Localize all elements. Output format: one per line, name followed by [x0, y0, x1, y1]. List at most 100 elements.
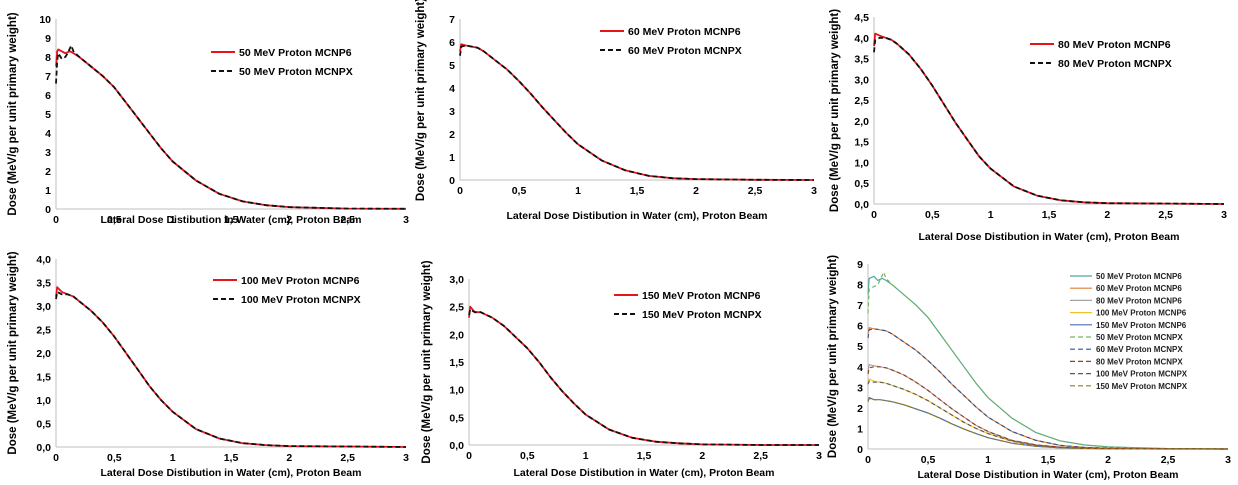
y-tick-label: 2,5 — [854, 95, 869, 107]
legend-label: 60 MeV Proton MCNPX — [1096, 345, 1183, 354]
x-tick-label: 0 — [871, 209, 877, 221]
x-tick-label: 1 — [170, 452, 176, 464]
y-axis-label: Dose (MeV/g per unit primary weight) — [829, 9, 841, 212]
y-axis-label: Dose (MeV/g per unit primary weight) — [7, 251, 19, 454]
y-tick-label: 6 — [857, 321, 863, 333]
x-axis-label: Lateral Dose Distibution in Water (cm), … — [918, 469, 1179, 481]
y-tick-label: 2 — [45, 166, 51, 178]
x-tick-label: 1 — [988, 209, 994, 221]
series-line — [459, 44, 815, 181]
y-tick-label: 2,0 — [854, 116, 869, 128]
y-tick-label: 0,0 — [854, 199, 869, 211]
x-tick-label: 3 — [403, 214, 409, 226]
y-tick-label: 2 — [449, 129, 455, 141]
y-tick-label: 2 — [857, 403, 863, 415]
x-tick-label: 2 — [1105, 454, 1111, 466]
x-tick-label: 1 — [170, 214, 176, 226]
y-tick-label: 4,0 — [854, 33, 869, 45]
y-tick-label: 0,5 — [854, 178, 869, 190]
y-tick-label: 6 — [45, 90, 51, 102]
y-axis-label: Dose (MeV/g per unit primary weight) — [421, 260, 433, 463]
y-tick-label: 8 — [45, 52, 51, 64]
x-axis-label: Lateral Dose Distibution in Water (cm), … — [101, 467, 362, 479]
x-tick-label: 1 — [583, 450, 589, 462]
x-axis-label: Lateral Dose Distibution in Water (cm), … — [507, 210, 768, 222]
y-tick-label: 4 — [449, 83, 455, 95]
x-axis-label: Lateral Dose Distibution in Water (cm), … — [919, 231, 1180, 243]
y-tick-label: 0,5 — [36, 419, 51, 431]
x-tick-label: 0 — [457, 185, 463, 197]
y-tick-label: 0,5 — [449, 412, 464, 424]
y-tick-label: 4,5 — [854, 12, 869, 24]
x-tick-label: 2,5 — [748, 185, 763, 197]
legend: 50 MeV Proton MCNP6 60 MeV Proton MCNP6 80… — [1070, 272, 1188, 391]
series-line — [55, 290, 407, 448]
y-tick-label: 1,0 — [854, 157, 869, 169]
y-axis-label: Dose (MeV/g per unit primary weight) — [7, 12, 19, 215]
x-tick-label: 2 — [1104, 209, 1110, 221]
x-tick-label: 2,5 — [340, 452, 355, 464]
legend-label: 150 MeV Proton MCNP6 — [1096, 321, 1187, 330]
x-tick-label: 2,5 — [1158, 209, 1173, 221]
y-tick-label: 7 — [857, 300, 863, 312]
x-tick-label: 2 — [693, 185, 699, 197]
x-axis-label: Lateral Dose Distibution in Water (cm), … — [514, 467, 775, 479]
x-tick-label: 0 — [53, 452, 59, 464]
y-tick-label: 3 — [45, 147, 51, 159]
x-tick-label: 1,5 — [1041, 454, 1056, 466]
x-tick-label: 1,5 — [1042, 209, 1057, 221]
legend-label: 150 MeV Proton MCNPX — [1096, 382, 1188, 391]
legend-label: 50 MeV Proton MCNPX — [239, 66, 353, 78]
x-tick-label: 2 — [699, 450, 705, 462]
legend-label: 60 MeV Proton MCNP6 — [628, 26, 741, 38]
y-tick-label: 1,0 — [36, 395, 51, 407]
y-tick-label: 5 — [857, 341, 863, 353]
legend-label: 80 MeV Proton MCNP6 — [1058, 39, 1171, 51]
y-tick-label: 1,5 — [854, 137, 869, 149]
x-tick-label: 2,5 — [1161, 454, 1176, 466]
series-line — [873, 36, 1225, 205]
y-tick-label: 3,0 — [854, 74, 869, 86]
chart-panel-4: 0,0 0,5 1,0 1,5 2,0 2,5 3,0 3,5 4,0 0 0,5 1 1,5 2 2,5 3… — [7, 251, 409, 479]
y-tick-label: 1 — [857, 423, 863, 435]
x-tick-label: 3 — [816, 450, 822, 462]
y-tick-label: 3,5 — [36, 278, 51, 290]
y-tick-label: 9 — [45, 33, 51, 45]
legend: 150 MeV Proton MCNP6 150 MeV Proton MCNPX — [614, 290, 762, 321]
chart-panel-2: 0 1 2 3 4 5 6 7 0 0,5 1 1,5 2 2,5 3 Dose (MeV/g per uni… — [415, 0, 817, 222]
y-tick-label: 3,0 — [36, 301, 51, 313]
x-tick-label: 2,5 — [753, 450, 768, 462]
legend-label: 60 MeV Proton MCNP6 — [1096, 284, 1182, 293]
x-tick-label: 0,5 — [107, 214, 122, 226]
y-tick-label: 5 — [449, 60, 455, 72]
y-tick-label: 3,5 — [854, 54, 869, 66]
x-tick-label: 1 — [575, 185, 581, 197]
legend: 80 MeV Proton MCNP6 80 MeV Proton MCNPX — [1030, 39, 1172, 70]
series-line — [867, 328, 1229, 450]
legend-label: 80 MeV Proton MCNPX — [1058, 58, 1172, 70]
series-line — [55, 286, 407, 448]
series-line — [867, 397, 1228, 450]
y-tick-label: 5 — [45, 109, 51, 121]
y-tick-label: 4 — [857, 362, 863, 374]
legend-label: 80 MeV Proton MCNP6 — [1096, 296, 1182, 305]
y-tick-label: 0 — [857, 444, 863, 456]
legend: 60 MeV Proton MCNP6 60 MeV Proton MCNPX — [600, 26, 742, 57]
y-tick-label: 8 — [857, 280, 863, 292]
x-tick-label: 0,5 — [921, 454, 936, 466]
y-tick-label: 0 — [45, 204, 51, 216]
y-tick-label: 6 — [449, 37, 455, 49]
chart-panel-5: 0,0 0,5 1,0 1,5 2,0 2,5 3,0 0 0,5 1 1,5 2 2,5 3 Dose (… — [421, 260, 822, 479]
y-tick-label: 1,0 — [449, 385, 464, 397]
legend-label: 150 MeV Proton MCNP6 — [642, 290, 761, 302]
y-tick-label: 1 — [45, 185, 51, 197]
x-tick-label: 2,5 — [340, 214, 355, 226]
y-tick-label: 7 — [449, 14, 455, 26]
x-tick-label: 1,5 — [224, 214, 239, 226]
y-tick-label: 3 — [857, 382, 863, 394]
x-tick-label: 1 — [985, 454, 991, 466]
series-line — [55, 48, 407, 210]
series-line — [459, 43, 815, 181]
x-tick-label: 0,5 — [520, 450, 535, 462]
